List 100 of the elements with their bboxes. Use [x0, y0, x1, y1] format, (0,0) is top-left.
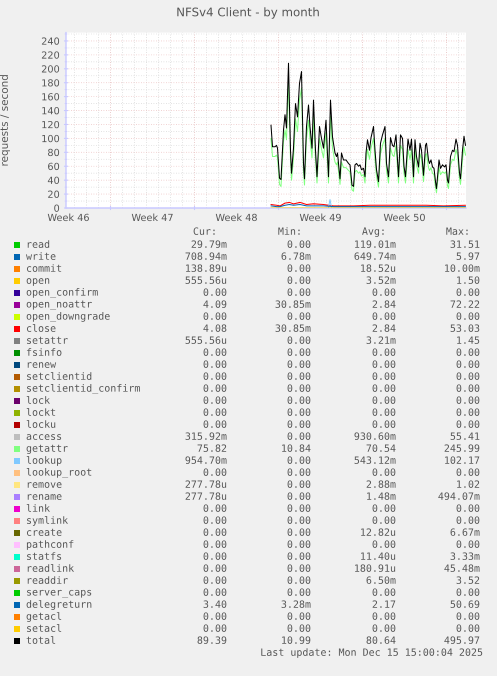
text: 0.00: [456, 384, 480, 392]
text: 0.00: [456, 396, 480, 404]
text: Min:: [278, 227, 300, 235]
y-tick-label: 180: [42, 79, 60, 87]
y-tick-label: 200: [42, 65, 60, 73]
legend-label: lookup: [26, 456, 62, 466]
text: 0.00: [372, 348, 396, 356]
legend-label: server_caps: [27, 590, 92, 598]
text: 0.00: [456, 588, 480, 596]
text: 0.00: [204, 564, 226, 572]
text: 0.00: [204, 624, 226, 632]
text: 3.52m: [366, 276, 396, 284]
text: 2.88m: [366, 480, 396, 488]
legend-label: lockt: [26, 408, 56, 416]
text: 0.00: [204, 408, 226, 416]
text: 3.33m: [450, 552, 480, 560]
text: 3.52: [456, 576, 480, 584]
text: 0.00: [204, 576, 226, 584]
legend-label: setattr: [27, 336, 68, 344]
text: 0.00: [288, 540, 310, 548]
text: 0.00: [456, 612, 480, 620]
legend-label: locku: [26, 420, 56, 428]
text: 0.00: [288, 348, 310, 356]
text: 0.00: [372, 624, 396, 632]
text: 495.97: [444, 636, 480, 644]
y-tick-label: 140: [42, 107, 60, 114]
legend-label: statfs: [27, 552, 62, 560]
text: 277.78u: [186, 492, 226, 500]
text: 0.00: [204, 552, 226, 560]
text: 119.01m: [355, 240, 396, 248]
text: Avg:: [362, 227, 384, 237]
y-tick-label: 220: [42, 51, 60, 59]
text: 0.00: [456, 624, 480, 632]
text: 53.03: [450, 324, 480, 332]
y-tick-label: 40: [48, 176, 60, 184]
text: 0.00: [456, 540, 480, 548]
text: 0.00: [288, 432, 310, 440]
text: 6.67m: [450, 528, 480, 536]
legend-label: setacl: [27, 624, 62, 632]
legend-label: open: [26, 278, 50, 286]
text: 0.00: [288, 420, 310, 428]
text: 0.00: [288, 624, 310, 632]
legend-label: getattr: [26, 444, 68, 454]
text: 930.60m: [354, 432, 396, 440]
text: Max:: [446, 227, 468, 235]
legend-label: access: [26, 434, 62, 440]
text: 0.00: [288, 240, 310, 248]
text: 0.00: [456, 408, 480, 416]
text: 0.00: [288, 288, 310, 296]
text: 245.99: [444, 444, 480, 452]
text: 5.97: [456, 252, 480, 260]
chart-title: NFSv4 Client - by month: [177, 7, 319, 19]
text: 2.84: [372, 324, 396, 332]
text: 0.00: [372, 504, 396, 512]
legend-label: delegreturn: [26, 600, 92, 610]
text: 649.74m: [354, 252, 396, 260]
text: 180.91u: [355, 564, 396, 572]
y-tick-label: 80: [48, 148, 60, 156]
text: 0.00: [372, 468, 396, 476]
text: 0.00: [288, 408, 310, 416]
legend-label: create: [26, 528, 62, 536]
legend-label: close: [26, 324, 56, 332]
text: 80.64: [366, 636, 396, 644]
text: 6.78m: [282, 252, 311, 260]
y-tick-label: 20: [48, 190, 60, 198]
text: 18.52u: [361, 264, 396, 272]
text: 0.00: [372, 312, 396, 320]
text: 954.70m: [185, 456, 227, 464]
x-tick-label: Week 49: [300, 214, 341, 222]
text: 0.00: [372, 588, 396, 596]
legend-label: read: [28, 240, 50, 248]
text: 89.39: [198, 636, 226, 644]
text: 0.00: [204, 372, 226, 380]
text: 1.02: [457, 480, 480, 488]
text: 11.40u: [361, 552, 396, 560]
x-tick-label: Week 47: [132, 214, 173, 222]
text: 10.99: [282, 636, 310, 644]
x-tick-label: Week 50: [384, 214, 425, 222]
text: 0.00: [204, 312, 226, 320]
text: 2.84: [372, 300, 396, 308]
y-tick-label: 100: [42, 134, 60, 142]
text: 0.00: [288, 564, 310, 572]
text: 0.00: [204, 468, 226, 476]
text: 0.00: [288, 552, 310, 560]
text: 102.17: [445, 456, 480, 464]
legend-label: write: [26, 252, 56, 260]
text: 70.54: [366, 444, 396, 452]
legend-label: setclientid: [27, 372, 92, 380]
text: 0.00: [288, 516, 310, 524]
text: 0.00: [204, 504, 226, 512]
text: 138.89u: [186, 264, 226, 272]
x-tick-label: Week 48: [216, 214, 257, 222]
text: 0.00: [288, 504, 310, 512]
text: 0.00: [372, 384, 396, 392]
legend-label: open_noattr: [26, 300, 92, 310]
text: 31.51: [450, 240, 480, 248]
text: 0.00: [204, 540, 226, 548]
text: 0.00: [204, 360, 226, 368]
legend-label: link: [26, 504, 50, 512]
text: 315.92m: [186, 432, 227, 440]
